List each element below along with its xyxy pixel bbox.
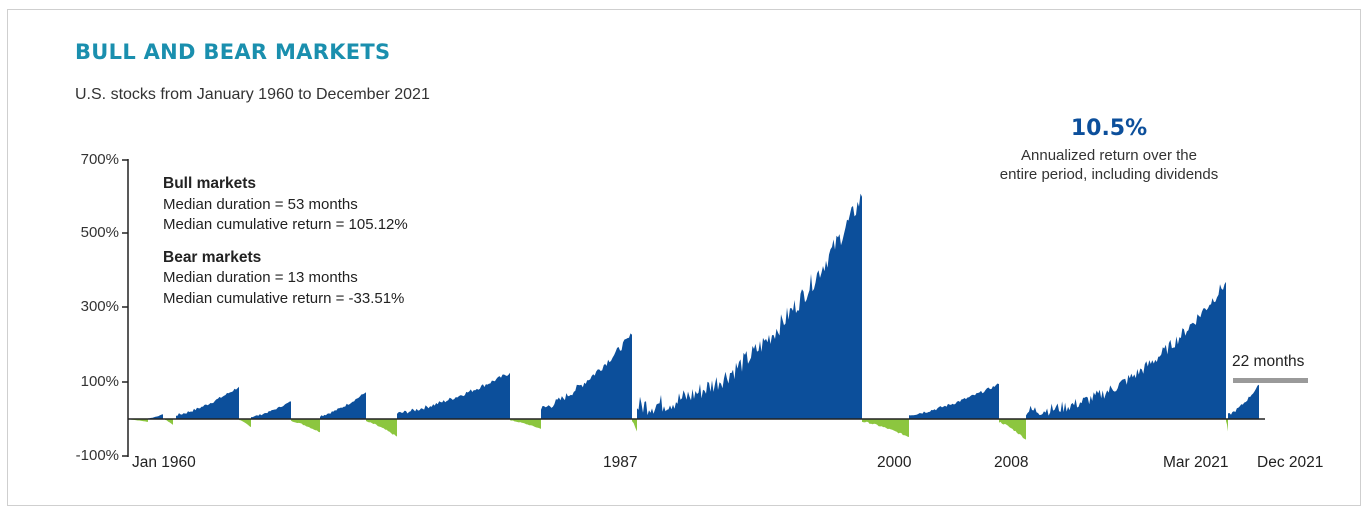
x-tick-2000: 2000 (877, 454, 912, 471)
bull-market-segment (909, 383, 999, 419)
legend-bull-heading: Bull markets (163, 175, 257, 192)
bull-market-segment (251, 401, 291, 419)
y-tick-300: 300% (80, 298, 119, 315)
y-tick-neg100: -100% (75, 447, 119, 464)
y-tick-100: 100% (80, 373, 119, 390)
bull-market-segment (1026, 281, 1226, 419)
y-tick-500: 500% (80, 224, 119, 241)
legend-bear-return: Median cumulative return = -33.51% (163, 289, 405, 307)
legend-bull-duration: Median duration = 53 months (163, 195, 358, 213)
bear-market-segment (1226, 419, 1228, 432)
legend-block: Bull markets Median duration = 53 months… (163, 174, 408, 309)
x-tick-2008: 2008 (994, 454, 1029, 471)
chart-panel (7, 9, 1361, 506)
chart-subtitle: U.S. stocks from January 1960 to Decembe… (75, 86, 430, 103)
x-tick-mar-2021: Mar 2021 (1163, 454, 1229, 471)
legend-bull-return: Median cumulative return = 105.12% (163, 216, 408, 233)
bear-market-segment (999, 419, 1026, 440)
annualized-return-label-line2: entire period, including dividends (999, 166, 1219, 183)
22-months-bar (1233, 378, 1308, 383)
bull-market-segment (176, 386, 239, 419)
bull-market-segment (1228, 384, 1259, 419)
y-tick-700: 700% (80, 151, 119, 168)
bear-market-segment (862, 419, 909, 437)
annualized-return-label-line1: Annualized return over the (1021, 147, 1197, 164)
chart-title: BULL AND BEAR MARKETS (75, 40, 391, 64)
bull-market-segment (320, 392, 366, 419)
y-axis-ticks (122, 159, 128, 457)
annualized-return-callout: 10.5% Annualized return over the entire … (984, 114, 1234, 184)
x-tick-dec-2021: Dec 2021 (1257, 454, 1324, 471)
bear-market-segment (291, 419, 320, 433)
bull-market-segment (541, 333, 632, 419)
bear-market-segment (510, 419, 541, 429)
legend-bear-heading: Bear markets (163, 248, 262, 266)
bull-market-segment (397, 372, 510, 419)
series-layer (129, 193, 1259, 440)
bear-market-segment (165, 419, 173, 425)
bear-market-segment (632, 419, 637, 432)
22-months-label: 22 months (1232, 353, 1305, 370)
bull-market-segment (637, 193, 862, 419)
bear-market-segment (239, 419, 251, 428)
x-tick-jan-1960: Jan 1960 (132, 454, 196, 471)
legend-bear-duration: Median duration = 13 months (163, 269, 358, 286)
annualized-return-value: 10.5% (1070, 116, 1148, 141)
bull-market-segment (148, 414, 163, 419)
x-tick-1987: 1987 (603, 454, 638, 471)
bear-market-segment (366, 419, 397, 437)
